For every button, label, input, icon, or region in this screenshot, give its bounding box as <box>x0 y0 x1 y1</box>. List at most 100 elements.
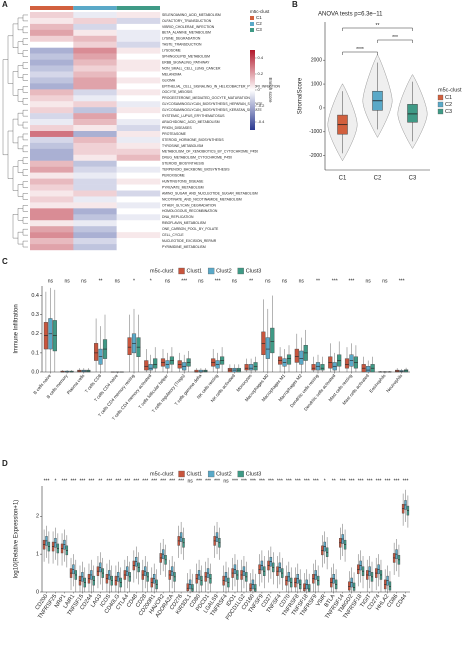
significance-bracket <box>342 51 378 55</box>
heatmap-cell <box>73 125 117 132</box>
heatmap-cell <box>73 53 117 60</box>
heatmap-cell <box>30 23 74 31</box>
panel-label: D <box>2 459 8 468</box>
cluster-bar <box>30 6 74 10</box>
heatmap-cell <box>30 53 74 60</box>
dendrogram <box>12 118 18 144</box>
significance-label: ns <box>48 278 54 284</box>
heatmap-cell <box>73 101 117 108</box>
heatmap-cell <box>30 12 74 19</box>
heatmap-cell <box>116 29 161 36</box>
significance-label: *** <box>62 478 68 484</box>
dendrogram <box>12 23 18 48</box>
heatmap-cell <box>30 214 74 221</box>
legend-label: Clust2 <box>216 471 232 477</box>
heatmap-cell <box>73 41 117 48</box>
row-label: PRION_DISEASES <box>162 126 192 130</box>
heatmap-cell <box>30 220 74 227</box>
heatmap-cell <box>116 190 161 197</box>
row-label: GLYCOSAMINOGLYCAN_BIOSYNTHESIS_KERATAN_S… <box>162 108 262 112</box>
legend-swatch <box>207 470 215 478</box>
significance-label: * <box>324 478 326 484</box>
significance-label: *** <box>88 478 94 484</box>
row-label: TASTE_TRANSDUCTION <box>162 43 202 47</box>
significance-label: *** <box>151 478 157 484</box>
y-axis-label: log10(Relative Expression+1) <box>14 500 20 579</box>
heatmap-cell <box>116 136 161 144</box>
dendrogram <box>22 181 28 188</box>
heatmap-cell <box>116 154 161 161</box>
heatmap-cell <box>116 160 161 167</box>
heatmap-cell <box>30 89 74 96</box>
dendrogram <box>17 112 23 126</box>
y-tick-label: 2000 <box>311 58 322 64</box>
significance-label: ** <box>376 23 380 29</box>
x-tick-label: T cells follicular helper <box>137 373 169 410</box>
heatmap-cell <box>73 107 117 114</box>
row-label: CELL_CYCLE <box>162 233 184 237</box>
heatmap-cell <box>30 142 74 150</box>
heatmap-cell <box>116 47 161 54</box>
significance-label: *** <box>178 478 184 484</box>
dendrogram <box>17 231 23 245</box>
heatmap-cell <box>116 17 161 25</box>
heatmap-cell <box>73 142 117 150</box>
box <box>286 354 292 365</box>
box <box>344 358 350 369</box>
box <box>148 364 153 371</box>
row-label: NICOTINATE_AND_NICOTINAMIDE_METABOLISM <box>162 197 242 201</box>
row-label: VIBRIO_CHOLERAE_INFECTION <box>162 25 215 29</box>
significance-label: *** <box>215 278 221 284</box>
legend-swatch <box>250 16 254 20</box>
significance-label: *** <box>115 478 121 484</box>
colorbar <box>250 50 255 130</box>
significance-label: * <box>54 478 56 484</box>
y-tick-label: -2000 <box>309 153 322 159</box>
heatmap-cell <box>116 77 161 84</box>
box <box>294 348 299 363</box>
dendrogram <box>17 208 23 221</box>
dendrogram <box>17 184 23 197</box>
heatmap-cell <box>30 190 74 197</box>
heatmap-cell <box>73 119 117 126</box>
legend-label: Clust2 <box>216 268 232 274</box>
significance-label: ns <box>64 278 70 284</box>
box <box>94 343 99 361</box>
panel-label: B <box>292 0 298 9</box>
significance-label: ** <box>316 278 320 284</box>
heatmap-cell <box>30 184 74 191</box>
heatmap-cell <box>116 244 161 251</box>
significance-label: * <box>150 278 152 284</box>
heatmap-cell <box>116 53 161 60</box>
significance-label: ns <box>282 278 288 284</box>
dendrogram <box>22 14 28 22</box>
significance-bracket <box>377 39 413 43</box>
x-tick-label: C2 <box>374 176 382 182</box>
y-tick-label: 2 <box>36 514 39 520</box>
row-label: OOCYTE_MEIOSIS <box>162 90 193 94</box>
y-tick-label: -1000 <box>309 129 322 135</box>
heatmap-cell <box>73 184 117 191</box>
significance-label: *** <box>358 478 364 484</box>
dendrogram <box>17 65 23 78</box>
colorbar-tick-label: -0.4 <box>258 119 266 124</box>
significance-label: *** <box>142 478 148 484</box>
legend-swatch <box>207 267 215 275</box>
legend-label: C2 <box>445 102 452 108</box>
row-label: OTHER_GLYCAN_DEGRADATION <box>162 203 216 207</box>
row-label: SPHINGOLIPID_METABOLISM <box>162 55 210 59</box>
dendrogram <box>22 121 28 129</box>
significance-label: *** <box>232 478 238 484</box>
row-label: LYSINE_DEGRADATION <box>162 37 201 41</box>
legend-label: Clust1 <box>187 268 203 274</box>
row-label: GLYCOSAMINOGLYCAN_BIOSYNTHESIS_HEPARAN_S… <box>162 102 263 106</box>
dendrogram <box>17 89 23 102</box>
heatmap-cell <box>73 220 117 227</box>
colorbar-tick-label: 0.2 <box>258 71 264 76</box>
box <box>320 364 325 371</box>
significance-label: *** <box>286 478 292 484</box>
row-label: PROTEASOME <box>162 132 187 136</box>
heatmap-cell <box>116 220 161 227</box>
